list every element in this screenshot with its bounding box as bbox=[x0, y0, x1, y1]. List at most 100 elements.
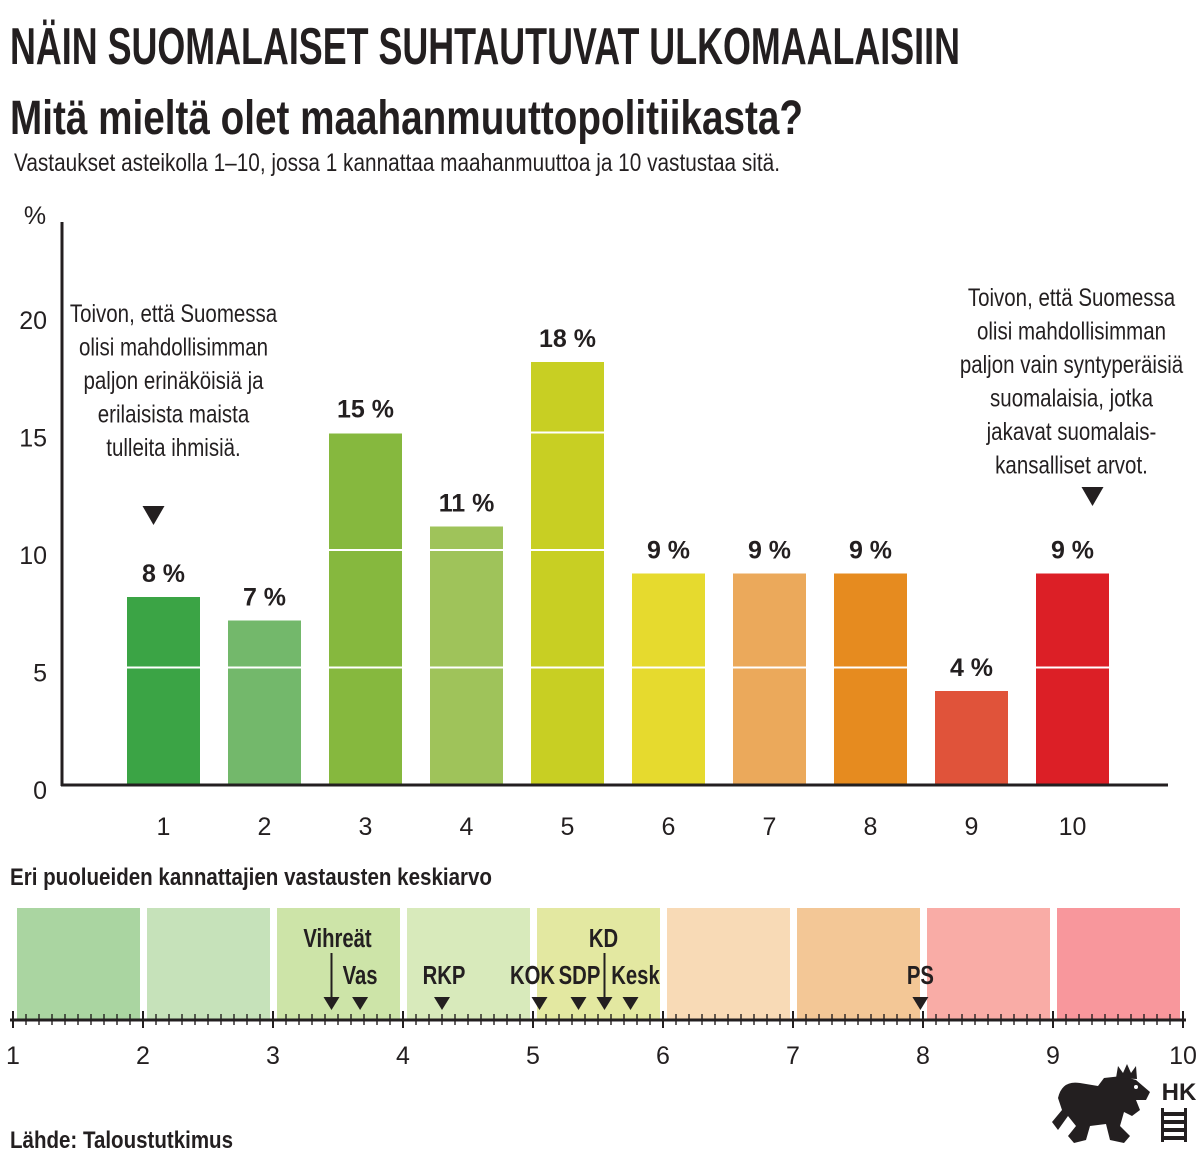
annotation-line: paljon erinäköisiä ja bbox=[83, 366, 263, 394]
y-tick-label-group: 0 bbox=[33, 777, 47, 805]
scale-tick-label: 3 bbox=[266, 1042, 280, 1070]
bar-value-label-group: 8 % bbox=[142, 560, 185, 588]
bar-value-label: 15 % bbox=[337, 396, 394, 424]
scale-band bbox=[927, 908, 1050, 1020]
scale-tick-label: 4 bbox=[396, 1042, 410, 1070]
party-label: KD bbox=[589, 924, 618, 953]
scale-band bbox=[277, 908, 400, 1020]
scale-tick-label: 5 bbox=[526, 1042, 540, 1070]
bar-4 bbox=[430, 526, 503, 785]
party-label-group: RKP bbox=[423, 961, 466, 990]
marker-triangle-icon bbox=[352, 997, 369, 1010]
scale-tick-label-group: 6 bbox=[656, 1042, 670, 1070]
annotation-10: Toivon, että Suomessa olisi mahdollisimma… bbox=[960, 283, 1184, 506]
marker-triangle-icon bbox=[622, 997, 639, 1010]
x-tick-label: 7 bbox=[763, 813, 777, 841]
party-label-group: KD bbox=[589, 924, 618, 953]
x-tick-label-group: 5 bbox=[561, 813, 575, 841]
scale-tick-label: 1 bbox=[6, 1042, 20, 1070]
party-label-group: Vas bbox=[343, 961, 378, 990]
bar-value-label-group: 4 % bbox=[950, 654, 993, 682]
lion-icon bbox=[1052, 1076, 1150, 1143]
party-label-group: Kesk bbox=[611, 961, 659, 990]
scale-tick-label-group: 8 bbox=[916, 1042, 930, 1070]
scale-tick-label-group: 4 bbox=[396, 1042, 410, 1070]
x-tick-label: 8 bbox=[864, 813, 878, 841]
x-tick-label-group: 6 bbox=[662, 813, 676, 841]
annotation-line-group: suomalaisia, jotka bbox=[990, 384, 1153, 412]
party-marker: KD bbox=[589, 924, 618, 1010]
bar-10 bbox=[1036, 573, 1109, 785]
scale-tick-label-group: 7 bbox=[786, 1042, 800, 1070]
lion-eye-icon bbox=[1134, 1085, 1138, 1089]
scale-tick-label: 10 bbox=[1169, 1042, 1197, 1070]
annotation-line: Toivon, että Suomessa bbox=[968, 283, 1176, 311]
annotation-line-group: Toivon, että Suomessa bbox=[968, 283, 1176, 311]
annotation-line: paljon vain syntyperäisiä bbox=[960, 350, 1184, 378]
bar-2 bbox=[228, 620, 301, 785]
bar-value-label: 9 % bbox=[647, 537, 690, 565]
scale-tick-label-group: 2 bbox=[136, 1042, 150, 1070]
annotation-line: suomalaisia, jotka bbox=[990, 384, 1153, 412]
x-tick-label: 10 bbox=[1059, 813, 1087, 841]
annotation-line: olisi mahdollisimman bbox=[977, 317, 1166, 345]
party-marker: KOK bbox=[510, 961, 555, 1010]
bar-value-label-group: 7 % bbox=[243, 584, 286, 612]
headline: NÄIN SUOMALAISET SUHTAUTUVAT ULKOMAALAIS… bbox=[10, 18, 960, 76]
party-marker: Kesk bbox=[611, 961, 660, 1010]
crown-icon bbox=[1116, 1064, 1137, 1079]
bar-3 bbox=[329, 432, 402, 785]
scale-tick-label: 8 bbox=[916, 1042, 930, 1070]
x-tick-label-group: 7 bbox=[763, 813, 777, 841]
party-label: Kesk bbox=[611, 961, 659, 990]
annotation-line-group: jakavat suomalais- bbox=[986, 417, 1157, 445]
x-tick-label-group: 3 bbox=[359, 813, 373, 841]
bar-value-label: 9 % bbox=[748, 537, 791, 565]
y-tick-label-group: 10 bbox=[19, 542, 47, 570]
bar-chart-gridlines bbox=[64, 314, 1166, 669]
annotation-line-group: kansalliset arvot. bbox=[995, 451, 1148, 479]
scale-tick-label-group: 9 bbox=[1046, 1042, 1060, 1070]
party-label: Vihreät bbox=[303, 924, 372, 953]
bar-7 bbox=[733, 573, 806, 785]
x-tick-label: 5 bbox=[561, 813, 575, 841]
party-label-group: Vihreät bbox=[303, 924, 372, 953]
y-tick-label: 0 bbox=[33, 777, 47, 805]
bar-value-label-group: 18 % bbox=[539, 325, 596, 353]
bar-chart-bars bbox=[127, 362, 1109, 785]
bar-value-label: 18 % bbox=[539, 325, 596, 353]
scale-color-bands bbox=[17, 908, 1180, 1020]
marker-triangle-icon bbox=[323, 997, 340, 1010]
annotation-line: kansalliset arvot. bbox=[995, 451, 1148, 479]
annotation-line-group: Toivon, että Suomessa bbox=[70, 299, 278, 327]
bar-value-label: 9 % bbox=[1051, 537, 1094, 565]
x-tick-label-group: 2 bbox=[258, 813, 272, 841]
x-tick-label-group: 9 bbox=[965, 813, 979, 841]
x-tick-label: 1 bbox=[157, 813, 171, 841]
marker-triangle-icon bbox=[531, 997, 548, 1010]
logo-text: HK bbox=[1162, 1079, 1197, 1106]
party-label-group: KOK bbox=[510, 961, 555, 990]
party-marker: RKP bbox=[423, 961, 466, 1010]
annotation-1: Toivon, että Suomessa olisi mahdollisimma… bbox=[70, 299, 278, 525]
party-marker: SDP bbox=[559, 961, 600, 1010]
x-tick-label: 9 bbox=[965, 813, 979, 841]
chart-subtitle: Vastaukset asteikolla 1–10, jossa 1 kann… bbox=[14, 149, 780, 177]
scale-band bbox=[407, 908, 530, 1020]
marker-triangle-icon bbox=[570, 997, 587, 1010]
annotation-line: tulleita ihmisiä. bbox=[106, 433, 240, 461]
bar-8 bbox=[834, 573, 907, 785]
party-marker: Vihreät bbox=[303, 924, 372, 1010]
pointer-triangle-icon bbox=[142, 506, 165, 525]
bar-chart-annotations: Toivon, että Suomessa olisi mahdollisimma… bbox=[70, 283, 1184, 525]
party-markers: Vihreät Vas RKP KOK SDP KD Kesk PS bbox=[303, 924, 934, 1010]
y-tick-label-group: 20 bbox=[19, 307, 47, 335]
x-tick-label-group: 4 bbox=[460, 813, 474, 841]
scale-band bbox=[1057, 908, 1180, 1020]
bar-1 bbox=[127, 597, 200, 785]
x-tick-label-group: 10 bbox=[1059, 813, 1087, 841]
annotation-line-group: paljon vain syntyperäisiä bbox=[960, 350, 1184, 378]
annotation-line: Toivon, että Suomessa bbox=[70, 299, 278, 327]
x-tick-label: 2 bbox=[258, 813, 272, 841]
party-marker: Vas bbox=[343, 961, 378, 1010]
